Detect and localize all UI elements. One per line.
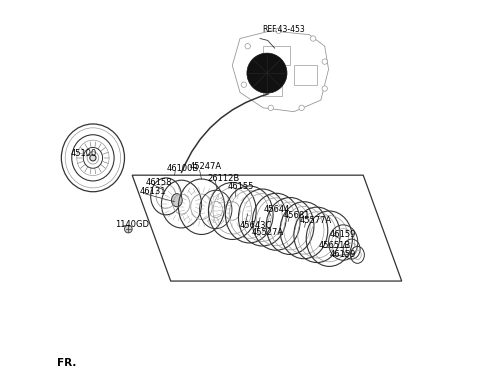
Text: 46100B: 46100B [167, 164, 199, 173]
Bar [263, 81, 282, 96]
Bar [294, 65, 317, 85]
Text: 45527A: 45527A [252, 228, 284, 237]
Circle shape [322, 86, 327, 91]
Circle shape [299, 105, 304, 110]
Text: FR.: FR. [57, 358, 76, 368]
Text: 45577A: 45577A [300, 216, 332, 225]
Text: REF.43-453: REF.43-453 [263, 25, 305, 33]
Text: 26112B: 26112B [207, 174, 240, 183]
Text: 45651B: 45651B [318, 241, 350, 250]
Ellipse shape [171, 194, 182, 207]
Text: 45643C: 45643C [239, 221, 272, 230]
Circle shape [322, 59, 327, 64]
Text: 45247A: 45247A [190, 162, 222, 171]
Ellipse shape [90, 155, 96, 161]
Text: 45100: 45100 [71, 149, 97, 158]
Text: 46158: 46158 [145, 178, 172, 187]
Circle shape [268, 105, 274, 110]
Circle shape [276, 28, 281, 33]
Text: 46159: 46159 [329, 230, 356, 239]
Circle shape [311, 36, 316, 41]
Circle shape [124, 225, 132, 233]
Circle shape [245, 44, 251, 49]
Text: 45681: 45681 [284, 211, 310, 219]
Text: 45644: 45644 [264, 205, 290, 214]
Bar [263, 46, 290, 65]
Text: 1140GD: 1140GD [115, 220, 149, 229]
FancyArrowPatch shape [181, 94, 268, 172]
Text: 46159: 46159 [329, 250, 356, 259]
Text: 46131: 46131 [139, 187, 166, 196]
Text: 46155: 46155 [228, 182, 254, 191]
Circle shape [247, 53, 287, 93]
Circle shape [241, 82, 247, 87]
